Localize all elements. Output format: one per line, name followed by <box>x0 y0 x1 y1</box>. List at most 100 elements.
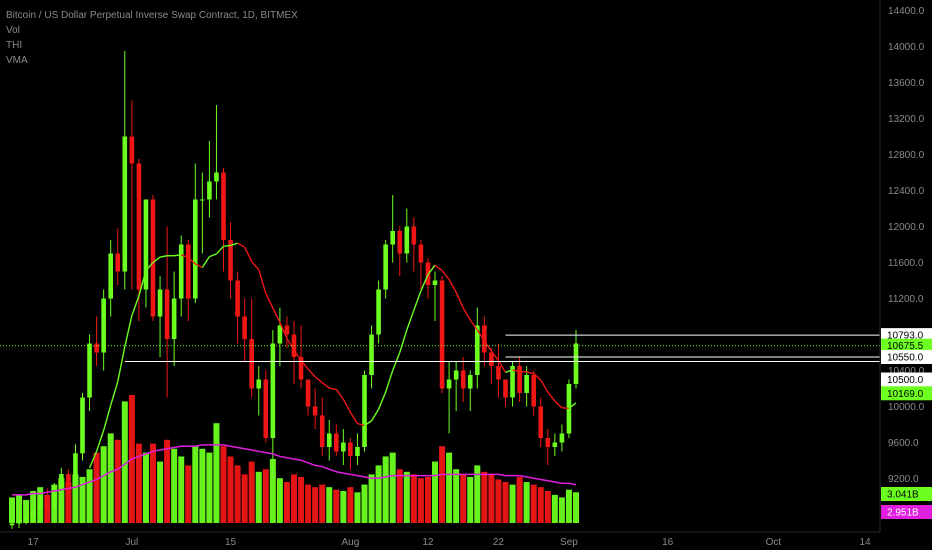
candle-body <box>228 240 233 281</box>
candle-body <box>136 163 142 290</box>
volume-bar <box>220 446 227 523</box>
candle-body <box>221 172 226 240</box>
x-tick-label: 17 <box>28 537 40 548</box>
price-tag <box>881 386 932 401</box>
trend-line-segment <box>314 376 323 384</box>
trend-line-segment <box>377 391 387 410</box>
candle-body <box>164 289 170 339</box>
trend-line-segment <box>427 264 436 276</box>
volume-bar <box>58 478 65 523</box>
trend-line-segment <box>293 349 302 361</box>
volume-bar <box>403 471 410 523</box>
volume-bar <box>51 484 58 523</box>
candle-body <box>411 226 417 245</box>
volume-bar <box>509 484 516 523</box>
volume-bar <box>23 499 30 523</box>
candle-body <box>235 280 240 317</box>
volume-bar <box>199 448 206 523</box>
volume-bar <box>262 469 269 523</box>
candle-body <box>376 289 381 335</box>
price-tag <box>881 372 932 387</box>
volume-bar <box>319 484 326 523</box>
trend-line-segment <box>554 400 563 409</box>
trend-line-segment <box>209 253 217 258</box>
volume-bar <box>424 476 431 523</box>
candle-body <box>108 253 113 299</box>
trend-line-segment <box>349 411 359 424</box>
trend-line-segment <box>194 263 203 269</box>
volume-bar <box>432 461 438 523</box>
candle-body <box>355 447 360 456</box>
trend-line-segment <box>512 369 520 373</box>
trend-line-segment <box>138 270 147 297</box>
volume-bar <box>276 478 283 523</box>
volume-bar <box>481 471 488 523</box>
trend-line-segment <box>201 256 210 268</box>
price-tag <box>881 328 932 343</box>
volume-bar <box>389 452 396 523</box>
trend-line-segment <box>187 257 196 265</box>
trend-line-segment <box>279 322 288 339</box>
y-tick-label: 9600.0 <box>888 438 919 449</box>
volume-bar <box>30 491 37 523</box>
volume-bar <box>537 487 544 523</box>
lines-layer <box>12 242 577 496</box>
trend-line-segment <box>469 319 478 331</box>
trend-line-segment <box>490 350 500 362</box>
candle-body <box>545 438 551 447</box>
volume-bar <box>544 491 551 523</box>
volume-bar <box>150 443 156 523</box>
volume-bar <box>333 489 340 523</box>
candle-body <box>482 325 487 353</box>
volume-bar <box>375 465 382 523</box>
candle-body <box>80 397 85 454</box>
trend-line-segment <box>455 291 464 309</box>
candle-body <box>101 298 106 353</box>
trend-line-segment <box>230 242 238 247</box>
trend-line-segment <box>335 388 344 400</box>
volume-bar <box>227 456 234 523</box>
candle-body <box>397 231 403 254</box>
volume-bar <box>488 474 495 523</box>
trend-line-segment <box>124 315 133 347</box>
vma-line <box>12 444 577 496</box>
trend-line-segment <box>540 379 549 393</box>
candle-body <box>432 280 438 285</box>
volume-bar <box>283 482 290 523</box>
trend-line-segment <box>215 245 225 255</box>
trend-line-segment <box>384 370 394 393</box>
indicator-vma: VMA <box>6 55 28 66</box>
candle-body <box>559 433 565 443</box>
volume-bar <box>502 482 509 523</box>
volume-bar <box>298 476 305 523</box>
volume-bar <box>516 476 523 523</box>
y-tick-label: 14000.0 <box>888 42 925 53</box>
volume-bar <box>495 479 502 523</box>
volume-bar <box>354 492 361 523</box>
candle-body <box>249 339 254 389</box>
x-tick-label: 16 <box>662 537 674 548</box>
x-tick-label: 12 <box>422 537 434 548</box>
candle-body <box>122 136 128 272</box>
trend-line-segment <box>434 264 443 272</box>
candle-body <box>270 343 276 438</box>
candle-body <box>538 406 544 438</box>
volume-bar <box>474 465 481 523</box>
volume-bar <box>206 452 213 523</box>
candle-body <box>460 370 466 389</box>
volume-bar <box>453 469 460 523</box>
volume-tag-label: 3.041B <box>887 490 919 501</box>
price-tag <box>881 338 932 353</box>
volume-bar <box>551 494 558 523</box>
price-tag-label: 10675.5 <box>887 341 924 352</box>
volume-bar <box>269 459 276 523</box>
trend-line-segment <box>399 329 408 353</box>
volume-bar <box>368 474 375 523</box>
volume-bar <box>107 433 114 523</box>
candle-body <box>418 244 424 263</box>
candle-body <box>171 298 177 339</box>
candle-body <box>305 379 311 407</box>
trend-line-segment <box>307 368 316 378</box>
volume-bar <box>439 446 446 523</box>
